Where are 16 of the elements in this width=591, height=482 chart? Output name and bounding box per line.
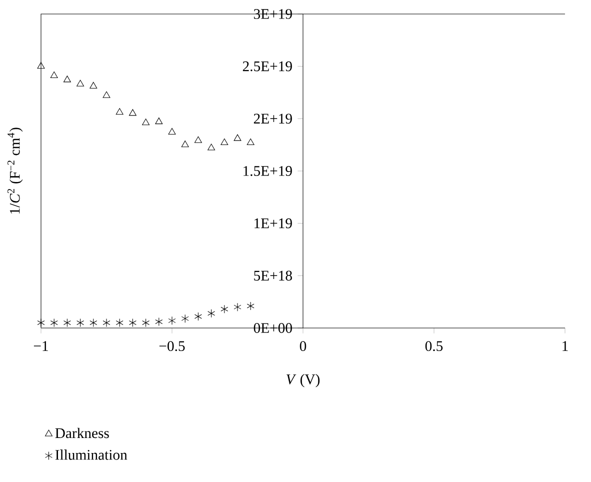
y-tick-label: 2.5E+19 — [242, 61, 292, 72]
x-tick-label: −1 — [34, 341, 48, 351]
x-tick-label: 0.5 — [425, 341, 443, 352]
y-tick-label: 3E+19 — [254, 9, 292, 19]
legend-label: Illumination — [55, 450, 128, 460]
y-tick-label: 0E+00 — [254, 323, 292, 333]
x-tick-label: 1 — [562, 341, 568, 351]
legend-label: Darkness — [55, 428, 109, 438]
x-tick-label: −0.5 — [159, 341, 185, 352]
x-tick-label: 0 — [300, 341, 306, 352]
x-axis-title: V (V) — [286, 374, 320, 388]
y-tick-label: 5E+18 — [254, 270, 292, 281]
y-tick-label: 1.5E+19 — [244, 166, 292, 176]
y-axis-title: 1/C$^{2}$ (F$^{−2}$ cm$^{4}$) — [8, 128, 23, 214]
y-tick-label: 2E+19 — [254, 114, 292, 124]
y-tick-label: 1E+19 — [254, 218, 292, 228]
